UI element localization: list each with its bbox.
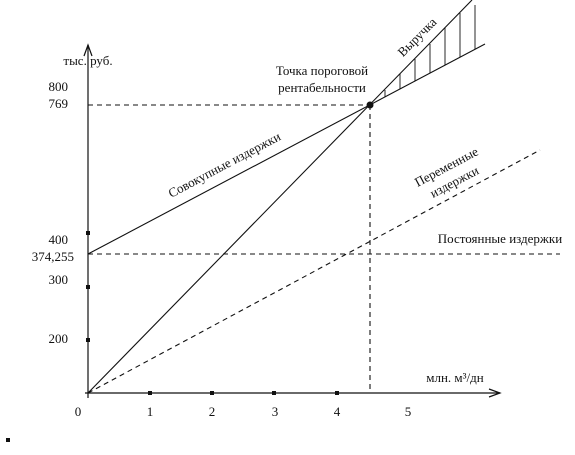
y-tick-label: 300 <box>49 272 69 287</box>
x-tick-label: 3 <box>272 404 279 419</box>
variable-costs-line <box>87 149 541 394</box>
break-even-label: рентабельности <box>278 80 366 95</box>
x-tick-label: 2 <box>209 404 216 419</box>
y-axis-title: тыс. руб. <box>63 53 112 68</box>
total-costs-label: Совокупные издержки <box>166 129 283 201</box>
y-tick-label: 200 <box>49 331 69 346</box>
x-tick-label: 1 <box>147 404 154 419</box>
y-tick-label: 374,255 <box>32 249 74 264</box>
revenue-label: Выручка <box>394 14 439 59</box>
break-even-label: Точка пороговой <box>276 63 368 78</box>
y-tick-label: 800 <box>49 79 69 94</box>
y-tick-label: 769 <box>49 96 69 111</box>
revenue-line <box>87 0 473 394</box>
x-tick-label: 4 <box>334 404 341 419</box>
x-tick-label: 0 <box>75 404 82 419</box>
axes <box>6 43 502 442</box>
hatching <box>384 5 476 97</box>
y-tick-label: 400 <box>49 232 69 247</box>
fixed-costs-label: Постоянные издержки <box>438 231 562 246</box>
x-axis-title: млн. м³/дн <box>426 370 484 385</box>
total-costs-line <box>87 43 486 255</box>
x-tick-label: 5 <box>405 404 412 419</box>
break-even-point <box>366 101 374 109</box>
